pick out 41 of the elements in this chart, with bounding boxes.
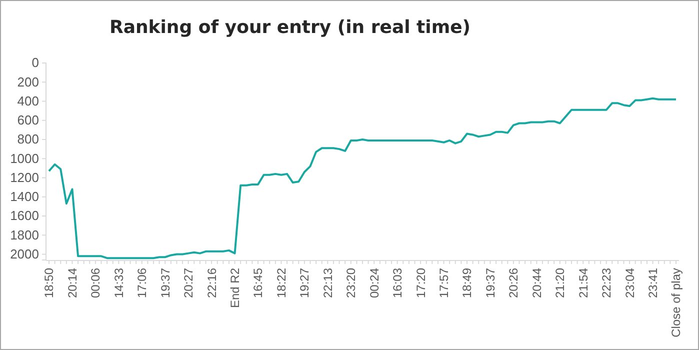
x-tick-label: 14:33 (112, 268, 126, 298)
x-tick-label: 23:41 (646, 268, 660, 298)
x-tick-label: 18:22 (274, 268, 288, 298)
y-tick-label: 1800 (10, 227, 39, 242)
x-tick-label: 20:26 (506, 268, 521, 298)
y-tick-label: 1400 (10, 189, 39, 204)
x-tick-label: 22:13 (320, 268, 335, 298)
y-tick-label: 1000 (10, 150, 39, 166)
x-tick-label: 17:57 (436, 268, 451, 298)
y-tick-label: 400 (17, 93, 39, 108)
y-tick-label: 2000 (10, 246, 39, 262)
line-series (48, 97, 677, 260)
y-tick-label: 200 (17, 74, 39, 90)
x-tick-label: 20:27 (182, 268, 196, 298)
x-tick-label: 22:23 (600, 268, 614, 298)
x-tick-label: 19:37 (483, 268, 498, 298)
x-tick-label: 21:54 (576, 268, 590, 298)
y-tick-label: 1200 (10, 170, 39, 185)
x-tick-label: 18:50 (42, 268, 56, 298)
x-tick-label: 16:45 (251, 268, 266, 298)
x-tick-label: 17:20 (414, 268, 428, 298)
x-tick-label: 18:49 (460, 268, 474, 298)
x-tick-label: 20:44 (530, 268, 544, 298)
y-tick-label: 0 (32, 55, 39, 70)
x-tick-label: 17:06 (135, 268, 150, 298)
y-tick-label: 800 (17, 132, 39, 147)
x-tick-label: 19:27 (298, 268, 312, 298)
x-tick-label: 20:14 (65, 268, 80, 298)
x-tick-label: 00:24 (367, 268, 382, 298)
x-tick-label: Close of play (669, 268, 684, 338)
x-tick-label: 23:20 (344, 268, 358, 298)
x-tick-label: 22:16 (204, 268, 219, 298)
x-tick-label: 00:06 (88, 268, 103, 298)
x-tick-label: 23:04 (622, 268, 637, 298)
x-tick-label: 19:37 (158, 268, 172, 298)
y-tick-label: 600 (17, 112, 39, 128)
chart-title: Ranking of your entry (in real time) (109, 17, 471, 38)
x-tick-label: 21:20 (553, 268, 568, 298)
x-tick-label: End R2 (228, 268, 242, 308)
y-tick-label: 1600 (10, 208, 39, 224)
x-tick-label: 16:03 (390, 268, 405, 298)
